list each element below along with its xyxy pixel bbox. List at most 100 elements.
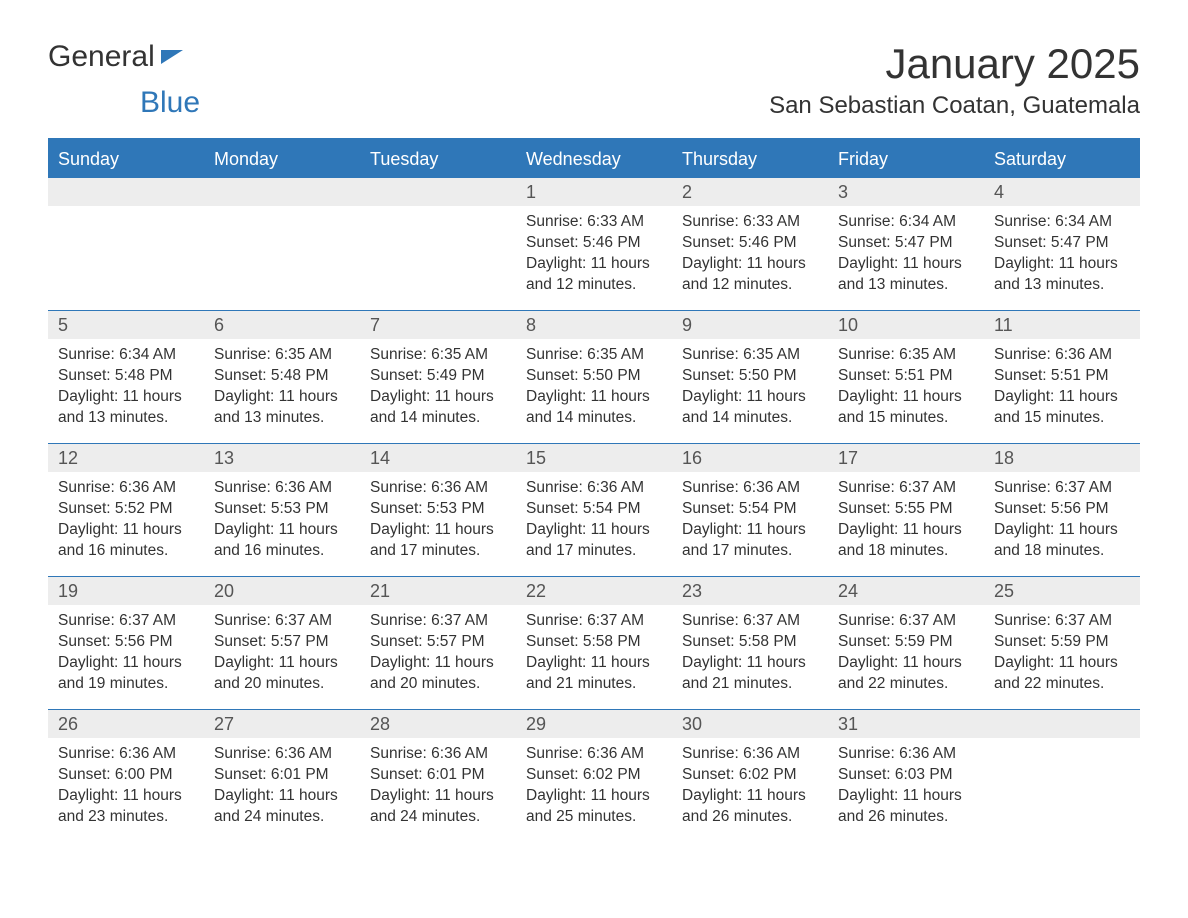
- day-sunrise: Sunrise: 6:36 AM: [682, 478, 818, 499]
- day-cell: 12Sunrise: 6:36 AMSunset: 5:52 PMDayligh…: [48, 444, 204, 576]
- day-daylight2: and 12 minutes.: [526, 275, 662, 296]
- day-number: 28: [360, 710, 516, 738]
- day-cell: 4Sunrise: 6:34 AMSunset: 5:47 PMDaylight…: [984, 178, 1140, 310]
- location-label: San Sebastian Coatan, Guatemala: [769, 92, 1140, 120]
- day-daylight1: Daylight: 11 hours: [682, 254, 818, 275]
- day-daylight1: Daylight: 11 hours: [214, 387, 350, 408]
- day-sunrise: Sunrise: 6:34 AM: [838, 212, 974, 233]
- day-daylight2: and 13 minutes.: [994, 275, 1130, 296]
- day-body: Sunrise: 6:34 AMSunset: 5:47 PMDaylight:…: [984, 206, 1140, 304]
- day-daylight2: and 17 minutes.: [682, 541, 818, 562]
- day-daylight1: Daylight: 11 hours: [682, 520, 818, 541]
- day-cell: 28Sunrise: 6:36 AMSunset: 6:01 PMDayligh…: [360, 710, 516, 842]
- day-daylight1: Daylight: 11 hours: [838, 254, 974, 275]
- day-number: 8: [516, 311, 672, 339]
- day-daylight1: Daylight: 11 hours: [994, 387, 1130, 408]
- day-cell: [204, 178, 360, 310]
- day-daylight2: and 24 minutes.: [214, 807, 350, 828]
- day-body: Sunrise: 6:36 AMSunset: 6:01 PMDaylight:…: [204, 738, 360, 836]
- weekday-header: Wednesday: [516, 141, 672, 178]
- day-cell: 5Sunrise: 6:34 AMSunset: 5:48 PMDaylight…: [48, 311, 204, 443]
- day-body: Sunrise: 6:36 AMSunset: 5:53 PMDaylight:…: [204, 472, 360, 570]
- day-number: 7: [360, 311, 516, 339]
- day-cell: 13Sunrise: 6:36 AMSunset: 5:53 PMDayligh…: [204, 444, 360, 576]
- day-sunset: Sunset: 5:53 PM: [214, 499, 350, 520]
- weekday-header: Thursday: [672, 141, 828, 178]
- day-cell: 7Sunrise: 6:35 AMSunset: 5:49 PMDaylight…: [360, 311, 516, 443]
- day-cell: 16Sunrise: 6:36 AMSunset: 5:54 PMDayligh…: [672, 444, 828, 576]
- day-number: 19: [48, 577, 204, 605]
- day-daylight2: and 26 minutes.: [682, 807, 818, 828]
- day-body: Sunrise: 6:36 AMSunset: 5:53 PMDaylight:…: [360, 472, 516, 570]
- day-sunset: Sunset: 5:53 PM: [370, 499, 506, 520]
- day-sunset: Sunset: 5:58 PM: [526, 632, 662, 653]
- day-sunrise: Sunrise: 6:36 AM: [370, 478, 506, 499]
- weekday-header: Tuesday: [360, 141, 516, 178]
- day-body: Sunrise: 6:36 AMSunset: 5:54 PMDaylight:…: [516, 472, 672, 570]
- day-number: 21: [360, 577, 516, 605]
- day-daylight1: Daylight: 11 hours: [526, 520, 662, 541]
- day-daylight2: and 21 minutes.: [682, 674, 818, 695]
- day-daylight2: and 22 minutes.: [838, 674, 974, 695]
- day-number: [984, 710, 1140, 738]
- day-sunset: Sunset: 6:00 PM: [58, 765, 194, 786]
- day-cell: 26Sunrise: 6:36 AMSunset: 6:00 PMDayligh…: [48, 710, 204, 842]
- calendar: Sunday Monday Tuesday Wednesday Thursday…: [48, 138, 1140, 842]
- day-sunrise: Sunrise: 6:36 AM: [526, 478, 662, 499]
- day-daylight1: Daylight: 11 hours: [526, 653, 662, 674]
- day-daylight2: and 16 minutes.: [58, 541, 194, 562]
- day-daylight2: and 20 minutes.: [214, 674, 350, 695]
- day-daylight2: and 17 minutes.: [526, 541, 662, 562]
- day-number: 22: [516, 577, 672, 605]
- day-cell: 21Sunrise: 6:37 AMSunset: 5:57 PMDayligh…: [360, 577, 516, 709]
- day-sunrise: Sunrise: 6:37 AM: [214, 611, 350, 632]
- day-cell: 29Sunrise: 6:36 AMSunset: 6:02 PMDayligh…: [516, 710, 672, 842]
- day-sunset: Sunset: 5:54 PM: [682, 499, 818, 520]
- day-daylight1: Daylight: 11 hours: [838, 653, 974, 674]
- day-body: Sunrise: 6:36 AMSunset: 6:00 PMDaylight:…: [48, 738, 204, 836]
- day-daylight2: and 13 minutes.: [838, 275, 974, 296]
- day-number: [360, 178, 516, 206]
- day-sunset: Sunset: 5:46 PM: [526, 233, 662, 254]
- day-sunrise: Sunrise: 6:35 AM: [682, 345, 818, 366]
- day-sunrise: Sunrise: 6:37 AM: [994, 611, 1130, 632]
- day-sunrise: Sunrise: 6:37 AM: [838, 478, 974, 499]
- day-daylight1: Daylight: 11 hours: [214, 520, 350, 541]
- day-body: Sunrise: 6:36 AMSunset: 5:54 PMDaylight:…: [672, 472, 828, 570]
- day-sunrise: Sunrise: 6:35 AM: [838, 345, 974, 366]
- day-body: Sunrise: 6:37 AMSunset: 5:58 PMDaylight:…: [516, 605, 672, 703]
- day-body: Sunrise: 6:35 AMSunset: 5:51 PMDaylight:…: [828, 339, 984, 437]
- day-sunset: Sunset: 6:01 PM: [214, 765, 350, 786]
- day-sunset: Sunset: 6:02 PM: [526, 765, 662, 786]
- day-sunrise: Sunrise: 6:34 AM: [994, 212, 1130, 233]
- day-sunset: Sunset: 5:56 PM: [58, 632, 194, 653]
- day-sunset: Sunset: 5:47 PM: [994, 233, 1130, 254]
- day-daylight1: Daylight: 11 hours: [370, 387, 506, 408]
- day-daylight1: Daylight: 11 hours: [58, 786, 194, 807]
- day-sunrise: Sunrise: 6:36 AM: [838, 744, 974, 765]
- day-body: [360, 206, 516, 220]
- day-daylight2: and 20 minutes.: [370, 674, 506, 695]
- day-sunset: Sunset: 5:48 PM: [58, 366, 194, 387]
- weekday-header: Monday: [204, 141, 360, 178]
- day-daylight2: and 13 minutes.: [214, 408, 350, 429]
- day-body: Sunrise: 6:36 AMSunset: 6:03 PMDaylight:…: [828, 738, 984, 836]
- day-daylight1: Daylight: 11 hours: [994, 520, 1130, 541]
- day-cell: 11Sunrise: 6:36 AMSunset: 5:51 PMDayligh…: [984, 311, 1140, 443]
- day-number: 12: [48, 444, 204, 472]
- day-number: 25: [984, 577, 1140, 605]
- logo-word2: Blue: [140, 86, 200, 120]
- day-body: Sunrise: 6:36 AMSunset: 6:02 PMDaylight:…: [672, 738, 828, 836]
- day-sunset: Sunset: 6:02 PM: [682, 765, 818, 786]
- day-body: Sunrise: 6:37 AMSunset: 5:57 PMDaylight:…: [204, 605, 360, 703]
- day-number: 2: [672, 178, 828, 206]
- logo: General: [48, 40, 183, 74]
- logo-sub: Blue: [140, 86, 200, 120]
- day-cell: [48, 178, 204, 310]
- day-sunset: Sunset: 5:52 PM: [58, 499, 194, 520]
- day-number: 24: [828, 577, 984, 605]
- day-cell: 31Sunrise: 6:36 AMSunset: 6:03 PMDayligh…: [828, 710, 984, 842]
- logo-word1: General: [48, 40, 155, 74]
- day-cell: 20Sunrise: 6:37 AMSunset: 5:57 PMDayligh…: [204, 577, 360, 709]
- day-sunrise: Sunrise: 6:35 AM: [526, 345, 662, 366]
